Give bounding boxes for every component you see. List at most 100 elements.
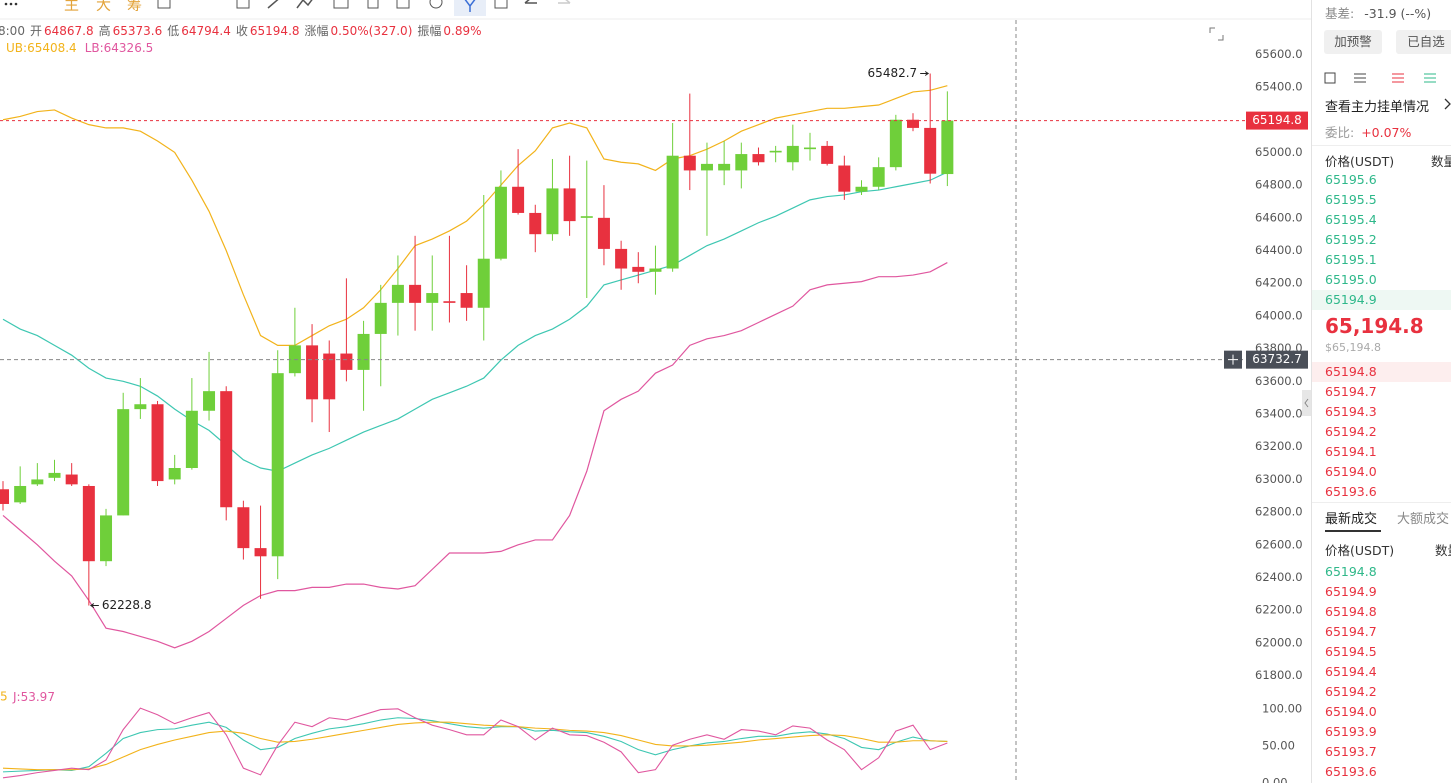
band-line bbox=[2, 85, 948, 346]
candle-body bbox=[117, 409, 130, 516]
price-row: 65194.0 bbox=[1325, 464, 1377, 479]
candle-body bbox=[65, 474, 78, 485]
tab-active[interactable]: 最新成交 bbox=[1325, 512, 1378, 527]
last-price-usd: $65,194.8 bbox=[1325, 341, 1381, 354]
candle-body bbox=[494, 186, 507, 259]
side-panel: 基差: -31.9 (--%) 加预警 已自选 查看主力挂单情况 委比: +0.… bbox=[1311, 0, 1451, 783]
time: 8:00 bbox=[0, 24, 25, 38]
low-annotation: 62228.8 bbox=[102, 598, 152, 612]
price-row: 65195.1 bbox=[1325, 252, 1377, 267]
candle-body bbox=[254, 548, 267, 557]
icon[interactable] bbox=[1354, 73, 1366, 83]
toolbar-label[interactable]: 主 bbox=[64, 0, 79, 14]
info-value: 0.50%(327.0) bbox=[330, 24, 413, 38]
candle-body bbox=[357, 333, 370, 370]
expand-icon[interactable] bbox=[1209, 27, 1224, 41]
candle-body bbox=[838, 165, 851, 192]
price-row: 65194.3 bbox=[1325, 404, 1377, 419]
candle-body bbox=[700, 163, 713, 171]
y-tick-label: 64000.0 bbox=[1255, 308, 1303, 322]
icon[interactable] bbox=[267, 0, 282, 9]
icon[interactable] bbox=[1424, 73, 1436, 83]
button[interactable]: 已自选 bbox=[1396, 30, 1451, 54]
candle-body bbox=[872, 167, 885, 187]
info-label: 开 bbox=[29, 24, 42, 38]
legend-value: 53.97 bbox=[21, 690, 55, 704]
ratio-label: 委比: bbox=[1325, 125, 1355, 140]
y-tick-label: 65400.0 bbox=[1255, 80, 1303, 94]
candle-body bbox=[529, 212, 542, 235]
tab[interactable]: 大额成交 bbox=[1397, 512, 1450, 527]
candle-body bbox=[924, 127, 937, 174]
candle-body bbox=[14, 485, 27, 503]
last-price: 65,194.8 bbox=[1325, 314, 1424, 338]
candle-body bbox=[460, 293, 473, 308]
icon[interactable] bbox=[157, 0, 171, 9]
candle-body bbox=[391, 284, 404, 303]
trade-row: 65193.9 bbox=[1325, 724, 1377, 739]
candle-body bbox=[786, 145, 799, 163]
y-tick-label: 62200.0 bbox=[1255, 603, 1303, 617]
chevron[interactable] bbox=[1443, 97, 1451, 111]
candle-body bbox=[941, 120, 954, 175]
legend-entry: LB:64326.5 bbox=[85, 41, 154, 55]
y-tick-label: 62600.0 bbox=[1255, 537, 1303, 551]
candle-body bbox=[821, 145, 834, 164]
basis-value: -31.9 (--%) bbox=[1364, 6, 1432, 21]
kdj-line bbox=[2, 707, 948, 779]
candle-body bbox=[271, 373, 284, 557]
y-tick-label: 64200.0 bbox=[1255, 276, 1303, 290]
plus-icon bbox=[1228, 354, 1238, 365]
y-tick-label: 64400.0 bbox=[1255, 243, 1303, 257]
bid-highlight bbox=[1312, 362, 1451, 382]
trade-row: 65194.0 bbox=[1325, 704, 1377, 719]
icon[interactable] bbox=[396, 0, 410, 9]
candle-body bbox=[48, 472, 61, 478]
basis-label: 基差: bbox=[1325, 6, 1355, 21]
price-row: 65194.8 bbox=[1325, 364, 1377, 379]
icon[interactable] bbox=[333, 0, 349, 9]
arrow bbox=[920, 71, 930, 76]
button[interactable]: 加预警 bbox=[1324, 30, 1382, 54]
icon[interactable] bbox=[1324, 72, 1336, 84]
crosshair-tag bbox=[1246, 350, 1308, 369]
crosshair-tag-label: 63732.7 bbox=[1252, 352, 1302, 366]
y-tick-label: 62400.0 bbox=[1255, 570, 1303, 584]
candle-body bbox=[374, 302, 387, 334]
candle-body bbox=[597, 217, 610, 249]
candle-body bbox=[237, 507, 250, 549]
basis: 基差: -31.9 (--%) bbox=[1325, 3, 1431, 22]
toolbar-label[interactable]: 大 bbox=[96, 0, 111, 14]
collapse-handle[interactable] bbox=[1302, 390, 1311, 416]
trade-row: 65194.9 bbox=[1325, 584, 1377, 599]
book-header: 数量 bbox=[1431, 154, 1451, 169]
icon[interactable] bbox=[296, 0, 314, 9]
band-line bbox=[2, 262, 948, 649]
panel-icons bbox=[1324, 72, 1436, 84]
icon[interactable] bbox=[558, 0, 571, 4]
y-tick-label: 0.00 bbox=[1262, 776, 1288, 783]
toolbar-label[interactable]: 筹 bbox=[127, 0, 142, 14]
icon[interactable] bbox=[429, 0, 443, 9]
price-row: 65194.1 bbox=[1325, 444, 1377, 459]
high-annotation: 65482.7 bbox=[868, 66, 918, 80]
icon[interactable] bbox=[236, 0, 250, 9]
candle-body bbox=[907, 119, 920, 128]
info-value: 0.89% bbox=[443, 24, 482, 38]
ohlc-info: 8:00 开 64867.8 高 65373.6 低 64794.4 收 65194.8 涨幅 0.… bbox=[0, 22, 487, 39]
icon[interactable] bbox=[494, 0, 508, 9]
candle-body bbox=[512, 186, 525, 213]
legend-entry: J:53.97 bbox=[12, 690, 55, 704]
y-tick-label: 100.00 bbox=[1262, 701, 1302, 715]
icon[interactable] bbox=[367, 0, 379, 9]
icon[interactable] bbox=[524, 0, 537, 4]
icon[interactable] bbox=[1392, 73, 1404, 83]
legend-value: 64326.5 bbox=[103, 41, 154, 55]
candle-body bbox=[615, 248, 628, 269]
y-tick-label: 63600.0 bbox=[1255, 374, 1303, 388]
trade-row: 65194.8 bbox=[1325, 564, 1377, 579]
price-tag bbox=[1246, 111, 1308, 130]
main-orders-link[interactable]: 查看主力挂单情况 bbox=[1325, 100, 1430, 115]
y-tick-label: 64600.0 bbox=[1255, 210, 1303, 224]
